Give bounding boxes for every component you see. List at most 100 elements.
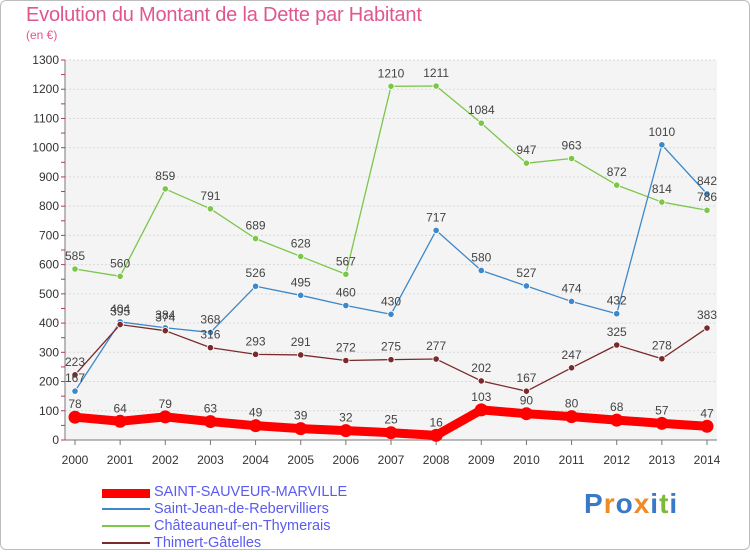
data-label: 90 <box>520 394 534 408</box>
data-point <box>567 364 576 372</box>
data-label: 316 <box>200 328 220 342</box>
data-point <box>477 266 485 275</box>
data-point <box>387 310 395 318</box>
data-point <box>342 270 350 278</box>
data-point <box>297 291 305 299</box>
data-label: 859 <box>155 169 175 183</box>
data-point <box>116 272 124 280</box>
legend-label: Saint-Jean-de-Rebervilliers <box>154 501 329 517</box>
data-label: 384 <box>155 308 175 322</box>
data-label: 580 <box>471 250 491 264</box>
x-tick-label: 2008 <box>423 453 450 467</box>
plot-area <box>65 60 717 440</box>
data-point <box>477 119 485 127</box>
data-label: 814 <box>652 182 672 196</box>
data-label: 223 <box>65 355 85 369</box>
data-point <box>432 226 440 235</box>
data-point <box>249 419 263 433</box>
data-point <box>113 414 127 428</box>
x-tick-label: 2013 <box>649 453 676 467</box>
data-label: 278 <box>652 339 672 353</box>
data-point <box>297 252 305 261</box>
legend-swatch-thimert-gatelles <box>102 542 150 544</box>
data-point <box>703 206 711 214</box>
data-label: 430 <box>381 294 401 308</box>
data-label: 689 <box>246 219 266 233</box>
data-point <box>251 282 260 290</box>
data-point <box>522 387 531 395</box>
data-label: 560 <box>110 256 130 270</box>
data-point <box>703 190 711 198</box>
legend-label: Thimert-Gâtelles <box>154 535 262 551</box>
data-label: 474 <box>562 281 582 295</box>
data-label: 460 <box>336 286 356 300</box>
x-tick-label: 2003 <box>197 453 224 467</box>
data-label: 202 <box>471 361 491 375</box>
data-point <box>158 410 172 424</box>
data-label: 103 <box>471 390 491 404</box>
y-tick-label: 200 <box>39 375 59 389</box>
data-point <box>294 422 308 436</box>
chart-subtitle: (en €) <box>26 28 58 42</box>
legend-label: SAINT-SAUVEUR-MARVILLE <box>154 484 348 500</box>
legend-swatch-saint-jean-de-rebervilliers <box>102 508 150 510</box>
data-label: 167 <box>516 371 536 385</box>
data-label: 49 <box>249 406 263 420</box>
data-point <box>700 419 714 433</box>
legend-label: Châteauneuf-en-Thymerais <box>154 518 331 534</box>
data-point <box>519 407 533 421</box>
y-tick-label: 1000 <box>32 141 59 155</box>
data-label: 1211 <box>423 66 449 80</box>
data-label: 325 <box>607 325 627 339</box>
data-point <box>206 344 215 352</box>
y-tick-label: 100 <box>39 404 59 418</box>
data-label: 526 <box>246 266 266 280</box>
data-point <box>71 265 79 273</box>
x-tick-label: 2004 <box>242 453 269 467</box>
data-point <box>658 141 666 149</box>
data-point <box>161 327 169 335</box>
y-tick-label: 800 <box>39 199 59 213</box>
data-label: 791 <box>200 189 220 203</box>
data-label: 567 <box>336 254 356 268</box>
data-point <box>432 82 440 90</box>
data-point <box>658 198 666 206</box>
brand-letter: o <box>615 488 634 519</box>
data-label: 1010 <box>649 125 676 139</box>
data-label: 291 <box>291 335 311 349</box>
data-point <box>297 351 305 359</box>
x-tick-label: 2010 <box>513 453 540 467</box>
data-point <box>342 301 350 310</box>
data-label: 404 <box>110 302 130 316</box>
data-label: 272 <box>336 340 356 354</box>
data-point <box>429 428 443 442</box>
x-tick-label: 2012 <box>603 453 630 467</box>
data-point <box>116 320 124 329</box>
brand-letter: t <box>659 488 670 519</box>
data-label: 1210 <box>378 66 405 80</box>
data-label: 247 <box>562 348 582 362</box>
data-point <box>432 355 440 363</box>
data-point <box>703 324 711 332</box>
data-label: 80 <box>565 397 579 411</box>
data-point <box>522 282 531 290</box>
data-label: 872 <box>607 165 627 179</box>
y-tick-label: 0 <box>52 433 59 447</box>
data-point <box>251 235 260 243</box>
chart-title: Evolution du Montant de la Dette par Hab… <box>26 4 422 26</box>
data-point <box>477 377 485 385</box>
y-tick-label: 700 <box>39 228 59 242</box>
data-label: 395 <box>110 305 130 319</box>
data-label: 628 <box>291 236 311 250</box>
x-tick-label: 2007 <box>378 453 405 467</box>
data-point <box>206 328 215 337</box>
data-point <box>387 82 395 90</box>
data-point <box>342 356 350 365</box>
x-tick-label: 2005 <box>287 453 314 467</box>
legend-swatch-chateauneuf-en-thymerais <box>102 525 150 527</box>
brand-letter: i <box>669 488 679 519</box>
data-label: 786 <box>697 190 717 204</box>
y-tick-label: 600 <box>39 258 59 272</box>
data-label: 368 <box>200 312 220 326</box>
data-point <box>251 350 260 358</box>
